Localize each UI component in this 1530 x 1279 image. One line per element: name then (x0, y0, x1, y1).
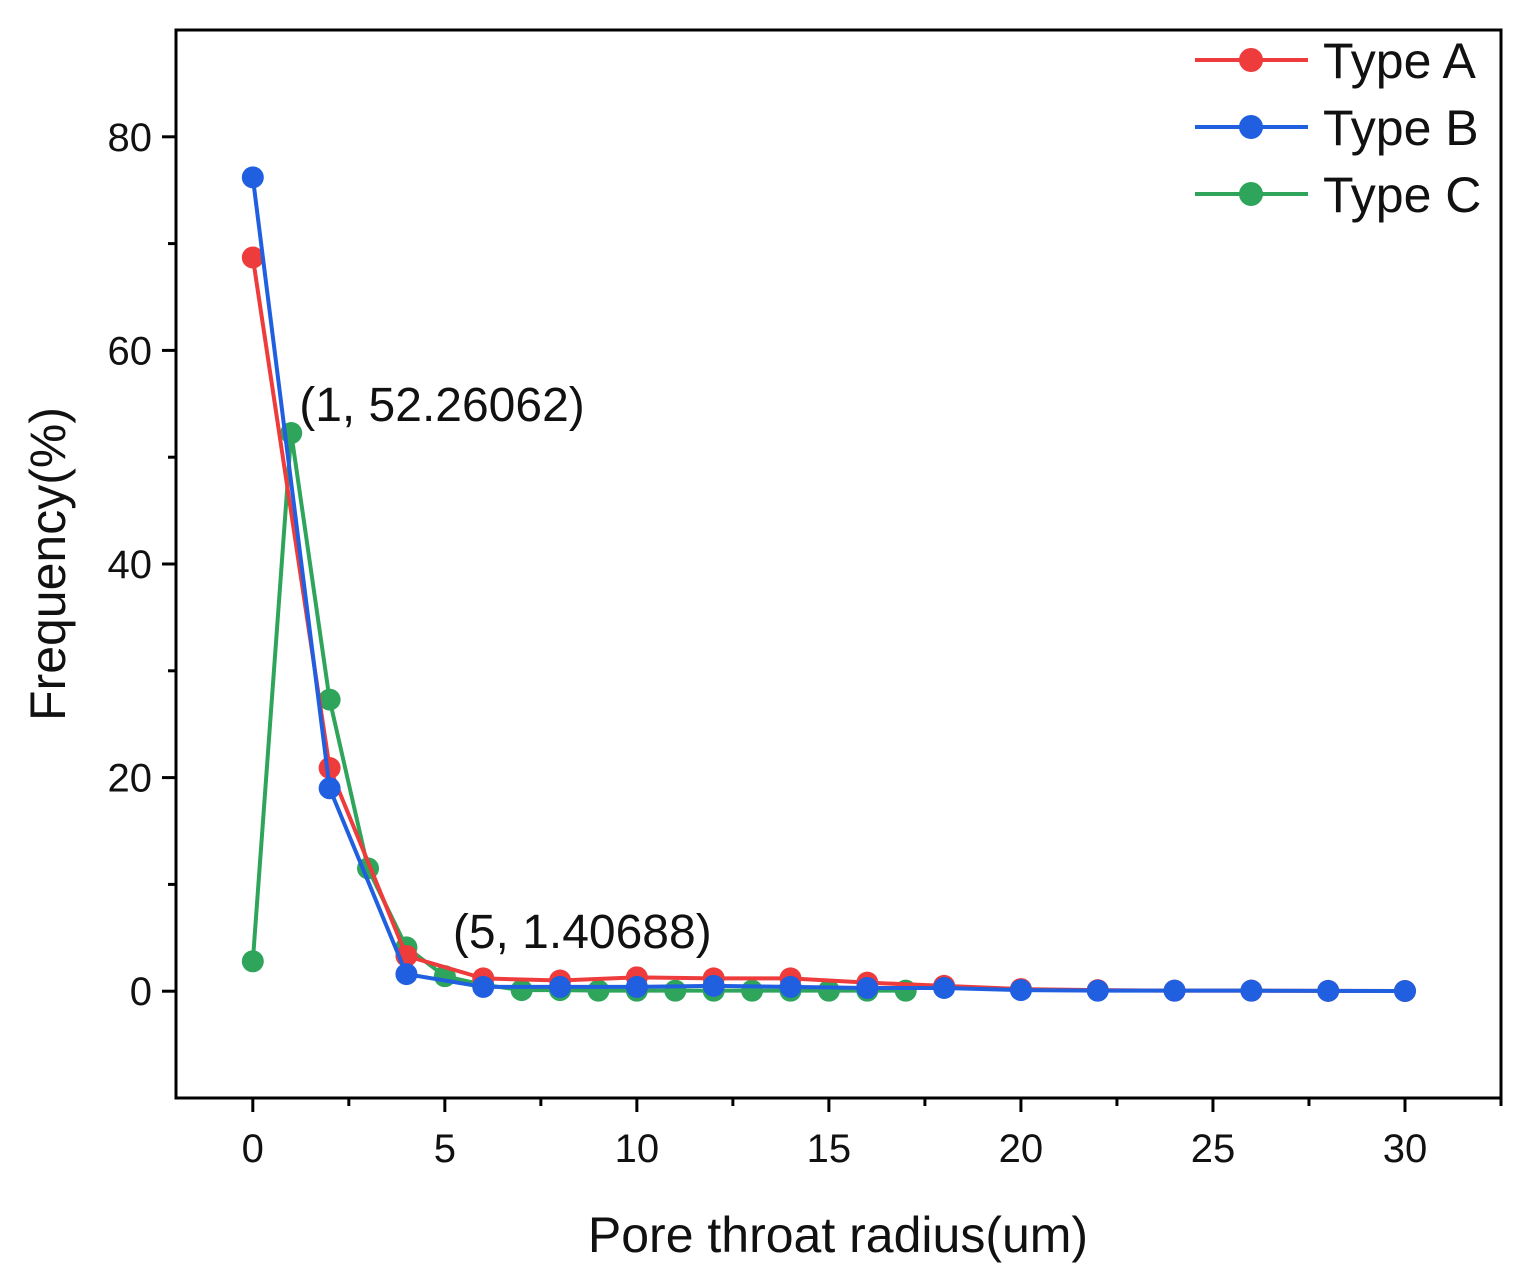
data-point (318, 756, 341, 779)
series-line (250, 177, 1405, 993)
x-tick-label: 20 (999, 1127, 1044, 1171)
data-point (549, 975, 572, 998)
x-tick-label: 0 (242, 1127, 264, 1171)
data-annotation: (5, 1.40688) (453, 906, 712, 959)
x-tick-label: 10 (615, 1127, 660, 1171)
axes: 0 5 10 15 20 25 30 0 20 40 60 80 (108, 116, 1503, 1171)
data-point (1163, 979, 1186, 1002)
data-point (1009, 979, 1032, 1002)
data-point (395, 963, 418, 986)
series-line (250, 257, 1405, 993)
legend-item: Type B (1195, 100, 1479, 156)
data-point (741, 979, 764, 1002)
legend-item: Type C (1195, 167, 1481, 223)
data-point (1086, 979, 1109, 1002)
data-point (702, 974, 725, 997)
data-point (664, 979, 687, 1002)
y-tick-label: 20 (108, 757, 153, 801)
data-point (1240, 979, 1263, 1002)
legend-label: Type C (1323, 167, 1481, 223)
y-tick-label: 80 (108, 116, 153, 160)
x-tick-label: 15 (807, 1127, 852, 1171)
data-point (318, 777, 341, 800)
legend-label: Type A (1323, 33, 1477, 89)
data-point (241, 166, 264, 189)
data-point (1317, 979, 1340, 1002)
y-tick-label: 60 (108, 329, 153, 373)
data-point (318, 688, 341, 711)
series-layer (241, 166, 1416, 1002)
legend-marker (1239, 182, 1263, 206)
y-axis-title: Frequency(%) (20, 407, 76, 721)
y-tick-label: 40 (108, 543, 153, 587)
plot-frame (174, 28, 1503, 1100)
legend-label: Type B (1323, 100, 1479, 156)
data-point (241, 950, 264, 973)
legend-marker (1239, 115, 1263, 139)
data-point (510, 979, 533, 1002)
series-type-a (241, 246, 1416, 1002)
y-tick-label: 0 (130, 970, 152, 1014)
data-point (779, 975, 802, 998)
x-tick-label: 5 (434, 1127, 456, 1171)
legend-marker (1239, 48, 1263, 72)
data-point (933, 976, 956, 999)
data-point (817, 979, 840, 1002)
data-point (587, 979, 610, 1002)
legend: Type A Type B Type C (1195, 33, 1481, 223)
data-point (472, 975, 495, 998)
x-tick-label: 30 (1383, 1127, 1428, 1171)
data-annotation: (1, 52.26062) (299, 379, 585, 432)
x-tick-label: 25 (1191, 1127, 1236, 1171)
series-type-b (241, 166, 1416, 1002)
data-point (625, 975, 648, 998)
annotation-layer: (1, 52.26062) (5, 1.40688) (299, 379, 711, 959)
legend-item: Type A (1195, 33, 1477, 89)
data-point (241, 246, 264, 269)
x-axis-title: Pore throat radius(um) (588, 1207, 1088, 1263)
data-point (856, 976, 879, 999)
data-point (1393, 979, 1416, 1002)
